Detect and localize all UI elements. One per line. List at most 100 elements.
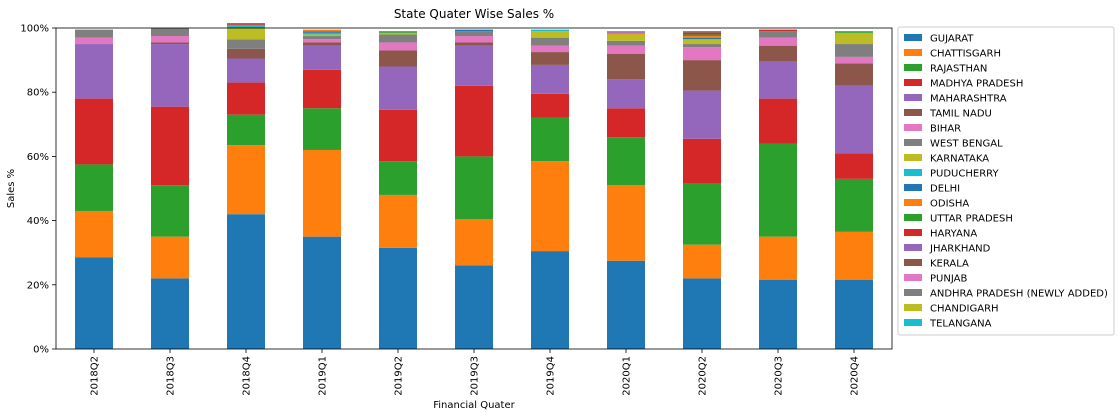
chart-title: State Quater Wise Sales % — [394, 7, 554, 21]
bar-segment — [683, 47, 721, 61]
legend-entry: PUDUCHERRY — [930, 169, 999, 180]
bar-segment — [607, 137, 645, 186]
bar-segment — [607, 40, 645, 46]
x-tick-label: 2018Q4 — [242, 356, 253, 396]
legend-entry: DELHI — [930, 184, 960, 195]
bar-segment — [607, 79, 645, 109]
bar-segment — [379, 32, 417, 35]
bar-segment — [75, 164, 113, 211]
legend-entry: MADHYA PRADESH — [930, 79, 1023, 90]
legend: GUJARAT CHATTISGARH RAJASTHAN MADHYA PRADES… — [897, 26, 1115, 336]
bar-segment — [303, 42, 341, 46]
bar-segment — [759, 45, 797, 62]
legend-entry: HARYANA — [930, 229, 977, 240]
bar-segment — [75, 29, 113, 38]
legend-entry: ODISHA — [930, 199, 969, 210]
bar-segment — [531, 45, 569, 53]
legend-entry: UTTAR PRADESH — [930, 214, 1013, 225]
bar-segment — [75, 257, 113, 349]
bar-segment — [303, 29, 341, 32]
bar-segment — [607, 260, 645, 349]
bar-segment — [151, 44, 189, 107]
legend-entry: KARNATAKA — [930, 154, 989, 165]
x-tick-label: 2018Q3 — [166, 356, 177, 396]
bar-segment — [607, 53, 645, 80]
legend-entry: CHATTISGARH — [930, 49, 1001, 60]
bar-segment — [379, 66, 417, 110]
bar-segment — [683, 32, 721, 35]
x-tick-label: 2020Q3 — [774, 356, 785, 396]
bar-segment — [303, 236, 341, 349]
legend-entry: JHARKHAND — [929, 244, 991, 255]
bar-segment — [151, 185, 189, 237]
bar-segment — [455, 29, 493, 32]
legend-swatch — [904, 34, 922, 41]
bar-segment — [683, 278, 721, 349]
y-tick-label: 0% — [33, 345, 49, 356]
bar-segment — [607, 31, 645, 33]
bar-segment — [455, 219, 493, 266]
bars-group — [75, 23, 873, 349]
x-axis: 2018Q2 2018Q3 2018Q4 2019Q1 2019Q2 2019Q3 2019… — [90, 349, 861, 396]
bar-segment — [227, 28, 265, 40]
legend-swatch — [904, 289, 922, 296]
bar-segment — [227, 24, 265, 28]
legend-entry: KERALA — [930, 259, 969, 270]
bar-segment — [379, 31, 417, 33]
x-tick-label: 2020Q2 — [698, 356, 709, 396]
legend-swatch — [904, 304, 922, 311]
bar-segment — [759, 29, 797, 32]
bar-segment — [227, 39, 265, 49]
bar-segment — [75, 44, 113, 99]
bar-segment — [379, 161, 417, 195]
bar-segment — [683, 44, 721, 48]
x-tick-label: 2020Q4 — [850, 356, 861, 396]
y-tick-label: 100% — [20, 24, 49, 35]
bar-segment — [303, 36, 341, 40]
bar-segment — [759, 61, 797, 99]
legend-swatch — [904, 214, 922, 221]
bar-segment — [835, 279, 873, 349]
legend-swatch — [904, 199, 922, 206]
bar-segment — [379, 42, 417, 51]
legend-swatch — [904, 79, 922, 86]
legend-swatch — [904, 259, 922, 266]
legend-swatch — [904, 64, 922, 71]
y-axis: 0% 20% 40% 60% 80% 100% — [20, 24, 56, 356]
bar-segment — [303, 32, 341, 35]
bar-segment — [683, 37, 721, 40]
bar-segment — [455, 42, 493, 46]
bar-segment — [835, 56, 873, 64]
bar-segment — [227, 82, 265, 115]
bar-segment — [759, 279, 797, 349]
x-tick-label: 2019Q1 — [318, 356, 329, 396]
legend-swatch — [904, 229, 922, 236]
bar-segment — [531, 31, 569, 38]
legend-swatch — [904, 154, 922, 161]
bar-segment — [379, 247, 417, 349]
legend-swatch — [904, 169, 922, 176]
bar-segment — [531, 117, 569, 162]
bar-segment — [455, 85, 493, 157]
legend-entry: TAMIL NADU — [929, 109, 992, 120]
bar-segment — [607, 45, 645, 54]
bar-segment — [759, 143, 797, 237]
legend-swatch — [904, 124, 922, 131]
legend-swatch — [904, 319, 922, 326]
legend-entry: RAJASTHAN — [930, 64, 987, 75]
bar-segment — [683, 36, 721, 38]
bar-segment — [227, 23, 265, 25]
bar-segment — [75, 37, 113, 45]
x-tick-label: 2018Q2 — [90, 356, 101, 396]
bar-segment — [151, 278, 189, 349]
bar-segment — [75, 210, 113, 258]
bar-segment — [303, 31, 341, 33]
legend-entry: WEST BENGAL — [930, 139, 1003, 150]
plot-frame — [55, 27, 893, 350]
bar-segment — [531, 52, 569, 65]
bar-segment — [531, 93, 569, 118]
bar-segment — [227, 114, 265, 146]
bar-segment — [759, 98, 797, 144]
bar-segment — [835, 153, 873, 179]
